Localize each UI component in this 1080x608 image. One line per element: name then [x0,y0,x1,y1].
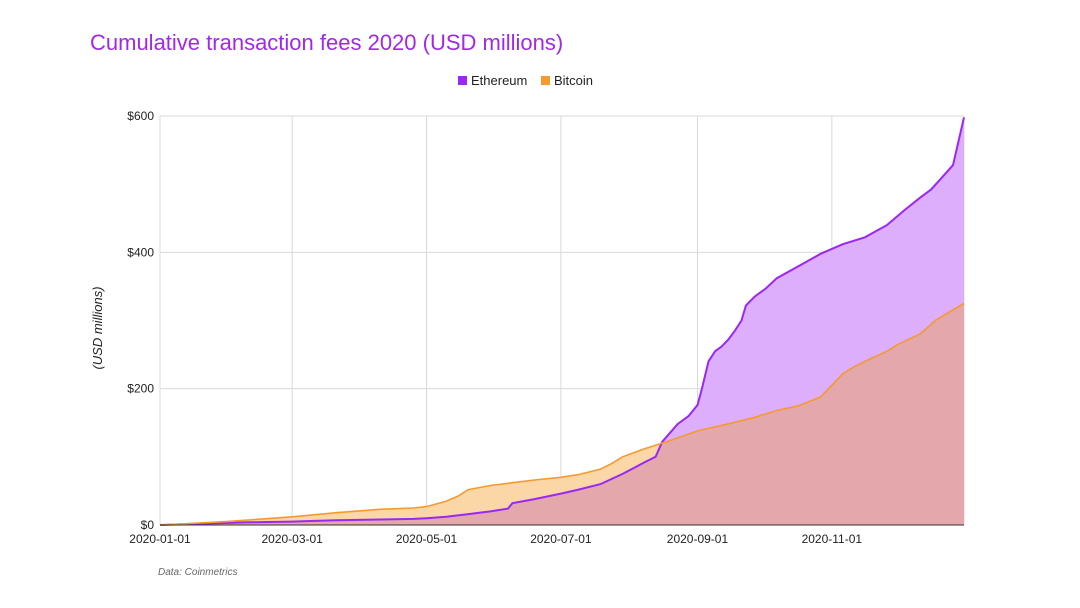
y-tick-label: $0 [141,518,155,532]
y-tick-label: $600 [127,109,154,123]
x-tick-label: 2020-01-01 [129,532,191,546]
legend: Ethereum Bitcoin [458,73,593,88]
x-tick-label: 2020-09-01 [667,532,729,546]
x-tick-label: 2020-03-01 [261,532,323,546]
legend-bitcoin-label: Bitcoin [554,73,593,88]
x-tick-label: 2020-05-01 [396,532,458,546]
y-axis-label: (USD millions) [90,286,105,369]
y-tick-label: $400 [127,245,154,259]
legend-ethereum-swatch [458,76,467,85]
legend-bitcoin-swatch [541,76,550,85]
legend-ethereum-label: Ethereum [471,73,527,88]
bitcoin-line [159,302,965,526]
ethereum-line [159,117,965,526]
x-tick-label: 2020-07-01 [530,532,592,546]
overlap-area [160,303,964,525]
x-tick-label: 2020-11-01 [802,532,863,546]
y-axis-ticks: $0 $200 $400 $600 [127,109,154,532]
y-tick-label: $200 [127,382,154,396]
chart-title: Cumulative transaction fees 2020 (USD mi… [90,30,563,55]
x-axis-ticks: 2020-01-01 2020-03-01 2020-05-01 2020-07-01… [129,532,862,546]
data-source: Data: Coinmetrics [158,567,237,578]
